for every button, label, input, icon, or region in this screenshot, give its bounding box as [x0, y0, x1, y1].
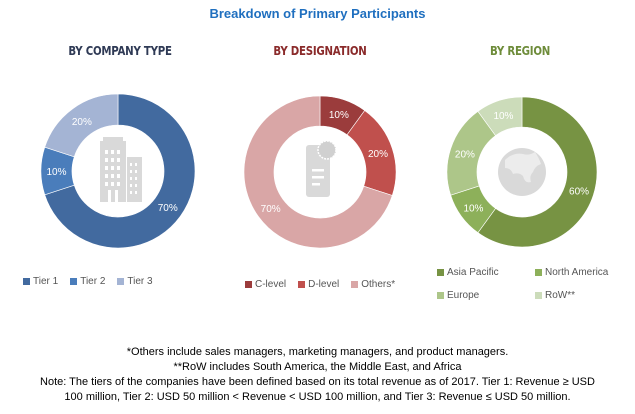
- legend-swatch: [23, 278, 30, 285]
- legend-region-row-2: Europe RoW**: [437, 290, 633, 301]
- legend-swatch: [437, 269, 444, 276]
- data-label: 70%: [261, 204, 281, 215]
- footnote-row: **RoW includes South America, the Middle…: [173, 361, 462, 373]
- legend-label: RoW**: [545, 290, 576, 301]
- legend-label: Tier 3: [127, 276, 153, 287]
- data-label: 10%: [329, 110, 349, 121]
- legend-swatch: [70, 278, 78, 285]
- legend-swatch: [535, 292, 542, 299]
- data-label: 20%: [368, 149, 388, 160]
- globe-icon: [498, 148, 546, 196]
- legend-item-d-level: D-level: [298, 279, 339, 290]
- footnotes: *Others include sales managers, marketin…: [0, 345, 635, 405]
- legend-swatch: [351, 281, 359, 288]
- donut-slice-tier-1: [44, 93, 196, 249]
- data-label: 70%: [158, 203, 178, 214]
- legend-designation: C-level D-level Others*: [245, 279, 407, 290]
- legend-label: North America: [545, 267, 609, 278]
- chart-title-company-type: BY COMPANY TYPE: [68, 44, 172, 58]
- legend-company-type: Tier 1 Tier 2 Tier 3: [23, 276, 165, 287]
- footnote-tier-note-2: 100 million, Tier 2: USD 50 million < Re…: [64, 391, 571, 403]
- data-label: 20%: [455, 149, 475, 160]
- legend-swatch: [245, 281, 252, 288]
- document-certificate-icon: [306, 140, 337, 197]
- data-label: 10%: [463, 203, 483, 214]
- donut-slice-tier-3: [44, 93, 119, 158]
- donut-company-type: 70% 10% 20%: [40, 93, 196, 249]
- legend-label: Tier 1: [33, 276, 59, 287]
- legend-item-tier-3: Tier 3: [117, 276, 153, 287]
- donut-region: 60% 10% 20% 10%: [446, 96, 598, 248]
- chart-title-designation: BY DESIGNATION: [273, 44, 367, 58]
- legend-item-row: RoW**: [535, 290, 633, 301]
- legend-item-others: Others*: [351, 279, 395, 290]
- legend-item-asia-pacific: Asia Pacific: [437, 267, 535, 278]
- chart-title-region: BY REGION: [489, 44, 551, 58]
- legend-label: Asia Pacific: [447, 267, 499, 278]
- legend-label: C-level: [255, 279, 287, 290]
- data-label: 20%: [72, 117, 92, 128]
- donut-slice-row: [477, 96, 523, 137]
- legend-item-tier-2: Tier 2: [70, 276, 105, 287]
- legend-item-europe: Europe: [437, 290, 535, 301]
- legend-swatch: [298, 281, 306, 288]
- data-label: 10%: [46, 167, 66, 178]
- donut-slice-others: [243, 95, 393, 249]
- footnote-tier-note-1: Note: The tiers of the companies have be…: [40, 376, 595, 388]
- legend-swatch: [437, 292, 444, 299]
- data-label: 60%: [569, 187, 589, 198]
- legend-label: Europe: [447, 290, 480, 301]
- legend-swatch: [535, 269, 542, 276]
- legend-label: Tier 2: [80, 276, 106, 287]
- data-label: 10%: [493, 111, 513, 122]
- legend-swatch: [117, 278, 125, 285]
- legend-item-c-level: C-level: [245, 279, 286, 290]
- footnote-others: *Others include sales managers, marketin…: [126, 346, 509, 358]
- legend-item-tier-1: Tier 1: [23, 276, 58, 287]
- figure-title: Breakdown of Primary Participants: [209, 6, 426, 21]
- donut-slice-asia-pacific: [477, 96, 598, 248]
- legend-label: D-level: [308, 279, 340, 290]
- legend-item-north-america: North America: [535, 267, 633, 278]
- building-icon: [100, 137, 142, 202]
- donut-designation: 10% 20% 70%: [243, 95, 397, 249]
- legend-label: Others*: [361, 279, 396, 290]
- legend-region-row-1: Asia Pacific North America: [437, 267, 633, 278]
